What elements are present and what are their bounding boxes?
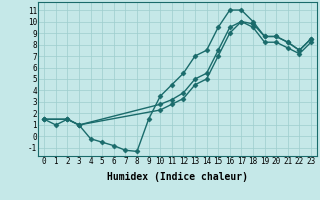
X-axis label: Humidex (Indice chaleur): Humidex (Indice chaleur) — [107, 172, 248, 182]
